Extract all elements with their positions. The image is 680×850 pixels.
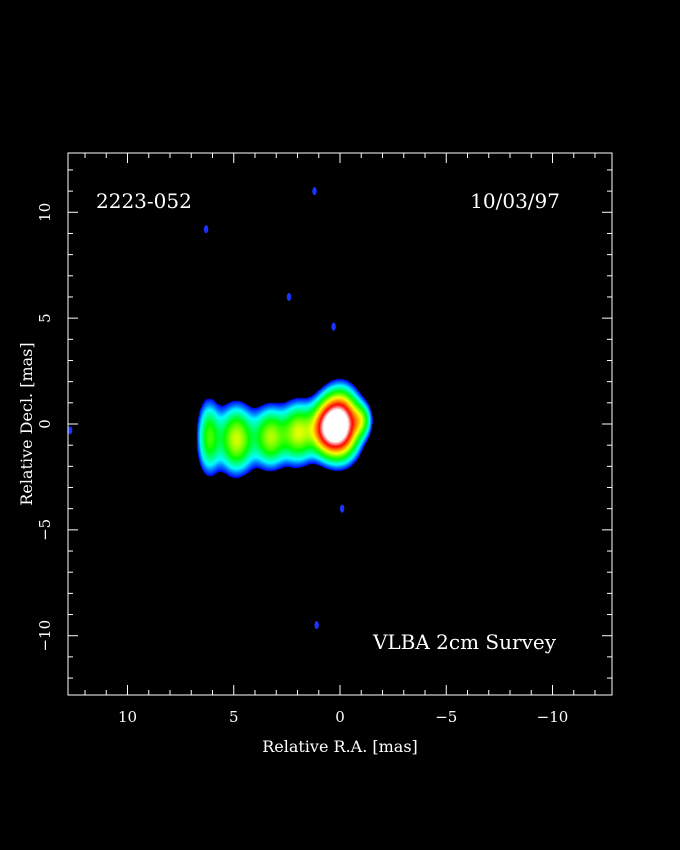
y-tick-labels: 10 5 0 −5 −10 bbox=[36, 203, 54, 652]
x-axis-title: Relative R.A. [mas] bbox=[262, 737, 418, 756]
radio-intensity-map bbox=[68, 153, 612, 695]
x-tick-label: 0 bbox=[335, 708, 345, 726]
observation-date-label: 10/03/97 bbox=[470, 189, 560, 213]
noise-spot bbox=[339, 504, 345, 513]
plot-area bbox=[67, 153, 612, 695]
noise-spot bbox=[331, 322, 336, 331]
source-name-label: 2223-052 bbox=[96, 189, 192, 213]
x-tick-label: −5 bbox=[435, 708, 457, 726]
x-tick-label: 5 bbox=[229, 708, 239, 726]
noise-spot bbox=[314, 621, 319, 630]
x-tick-labels: 10 5 0 −5 −10 bbox=[118, 708, 568, 726]
x-tick-label: 10 bbox=[118, 708, 137, 726]
y-tick-label: 10 bbox=[36, 203, 54, 222]
axis-ticks bbox=[68, 153, 612, 695]
noise-spot bbox=[312, 187, 317, 196]
y-axis-title: Relative Decl. [mas] bbox=[17, 342, 36, 505]
y-tick-label: −5 bbox=[36, 519, 54, 541]
noise-spot bbox=[67, 426, 73, 435]
y-tick-label: 5 bbox=[36, 313, 54, 323]
noise-spots bbox=[67, 187, 345, 630]
x-tick-label: −10 bbox=[537, 708, 569, 726]
y-tick-label: −10 bbox=[36, 620, 54, 652]
survey-label: VLBA 2cm Survey bbox=[372, 630, 557, 654]
noise-spot bbox=[286, 292, 292, 301]
noise-spot bbox=[203, 225, 209, 234]
y-tick-label: 0 bbox=[36, 419, 54, 429]
